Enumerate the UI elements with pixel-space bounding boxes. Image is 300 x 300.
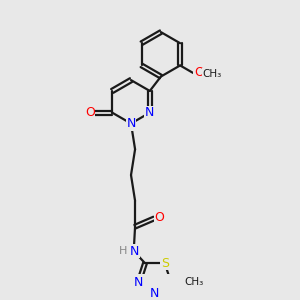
Text: N: N xyxy=(130,244,139,257)
Text: N: N xyxy=(150,287,160,300)
Text: N: N xyxy=(145,106,154,119)
Text: N: N xyxy=(134,275,144,289)
Text: N: N xyxy=(126,117,136,130)
Text: CH₃: CH₃ xyxy=(202,69,222,79)
Text: O: O xyxy=(194,66,204,80)
Text: O: O xyxy=(85,106,94,119)
Text: H: H xyxy=(119,246,128,256)
Text: O: O xyxy=(154,211,164,224)
Text: S: S xyxy=(161,257,169,270)
Text: CH₃: CH₃ xyxy=(185,277,204,287)
